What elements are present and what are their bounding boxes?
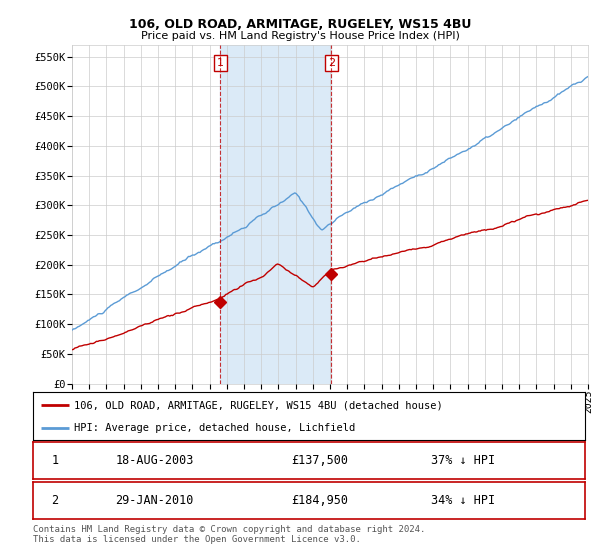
Text: 37% ↓ HPI: 37% ↓ HPI	[431, 454, 496, 468]
Text: £137,500: £137,500	[292, 454, 349, 468]
Bar	[220, 45, 331, 384]
Text: 34% ↓ HPI: 34% ↓ HPI	[431, 494, 496, 507]
Text: Price paid vs. HM Land Registry's House Price Index (HPI): Price paid vs. HM Land Registry's House …	[140, 31, 460, 41]
Text: HPI: Average price, detached house, Lichfield: HPI: Average price, detached house, Lich…	[74, 423, 356, 433]
Text: £184,950: £184,950	[292, 494, 349, 507]
Text: 106, OLD ROAD, ARMITAGE, RUGELEY, WS15 4BU: 106, OLD ROAD, ARMITAGE, RUGELEY, WS15 4…	[129, 18, 471, 31]
Text: Contains HM Land Registry data © Crown copyright and database right 2024.
This d: Contains HM Land Registry data © Crown c…	[33, 525, 425, 544]
Text: 29-JAN-2010: 29-JAN-2010	[115, 494, 194, 507]
Text: 18-AUG-2003: 18-AUG-2003	[115, 454, 194, 468]
Text: 2: 2	[52, 494, 59, 507]
Text: 106, OLD ROAD, ARMITAGE, RUGELEY, WS15 4BU (detached house): 106, OLD ROAD, ARMITAGE, RUGELEY, WS15 4…	[74, 400, 443, 410]
Text: 1: 1	[52, 454, 59, 468]
Text: 2: 2	[328, 58, 335, 68]
Text: 1: 1	[217, 58, 224, 68]
